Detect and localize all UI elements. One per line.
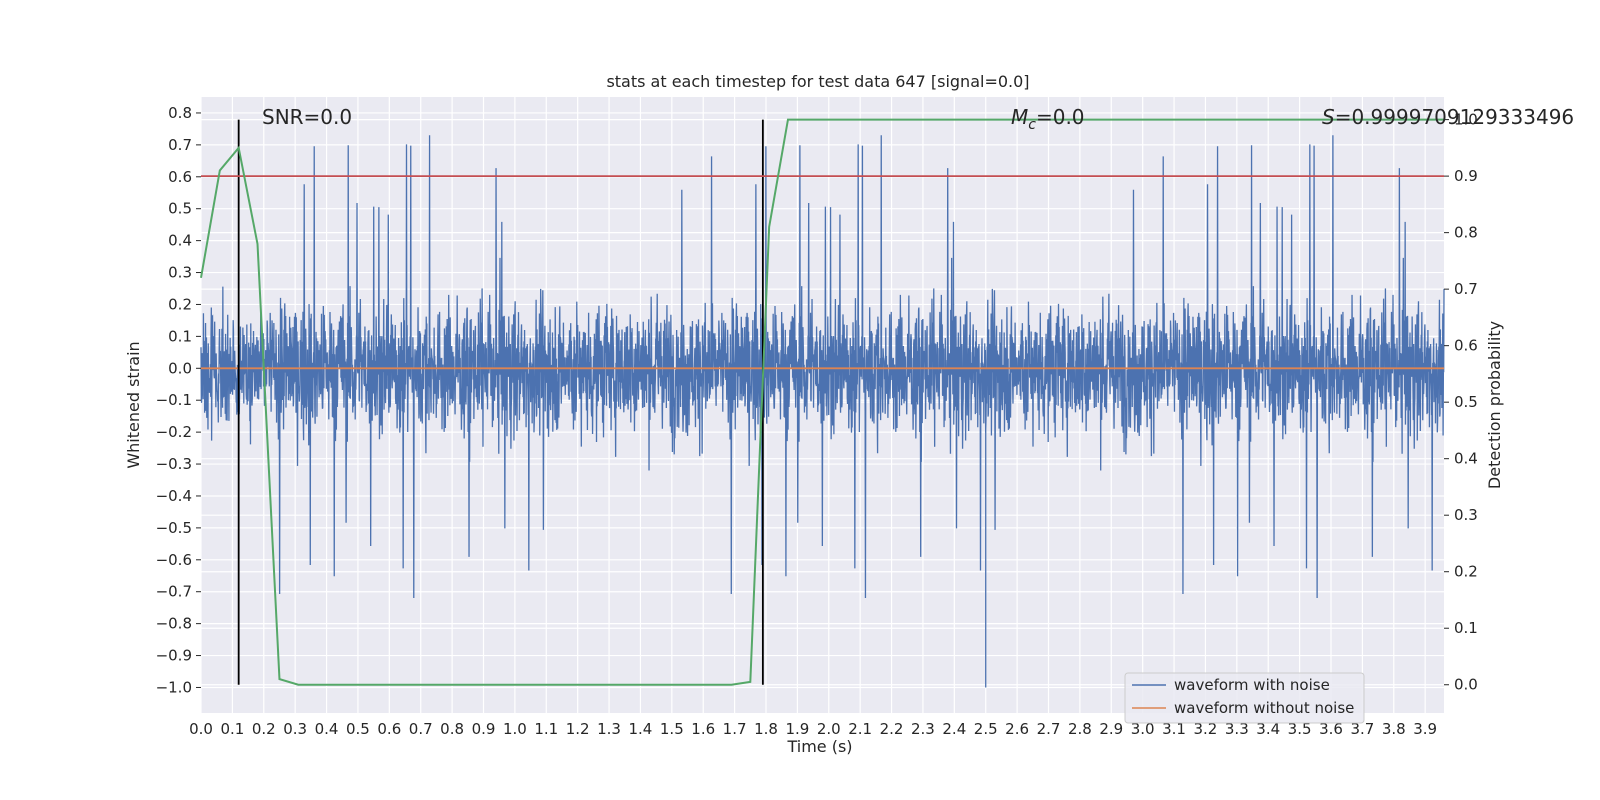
y-axis-label: Whitened strain bbox=[124, 341, 143, 468]
chart-title: stats at each timestep for test data 647… bbox=[606, 72, 1029, 91]
x-tick-label: 3.0 bbox=[1131, 720, 1155, 738]
y-tick-label: −0.3 bbox=[156, 455, 192, 473]
x-tick-label: 3.9 bbox=[1413, 720, 1437, 738]
x-tick-label: 2.8 bbox=[1068, 720, 1092, 738]
x-tick-label: 2.6 bbox=[1005, 720, 1029, 738]
x-tick-label: 3.1 bbox=[1162, 720, 1186, 738]
y2-tick-label: 0.8 bbox=[1454, 224, 1478, 242]
y2-tick-label: 0.0 bbox=[1454, 676, 1478, 694]
x-tick-label: 3.6 bbox=[1319, 720, 1343, 738]
x-tick-label: 3.5 bbox=[1288, 720, 1312, 738]
x-tick-label: 2.7 bbox=[1037, 720, 1061, 738]
mc-annotation: Mc=0.0 bbox=[1011, 105, 1085, 133]
x-axis-label: Time (s) bbox=[786, 737, 852, 756]
detection-probability-line bbox=[200, 118, 1444, 686]
y-tick-label: −0.7 bbox=[156, 583, 192, 601]
x-tick-label: 3.2 bbox=[1194, 720, 1218, 738]
y2-tick-label: 0.6 bbox=[1454, 337, 1478, 355]
mc-symbol: M bbox=[1011, 105, 1028, 129]
x-tick-label: 1.2 bbox=[566, 720, 590, 738]
y-tick-label: −0.8 bbox=[156, 615, 192, 633]
x-tick-label: 1.9 bbox=[785, 720, 809, 738]
legend-label-noise: waveform with noise bbox=[1174, 676, 1330, 694]
x-tick-label: 2.0 bbox=[817, 720, 841, 738]
x-tick-label: 0.8 bbox=[440, 720, 464, 738]
x-tick-label: 0.0 bbox=[189, 720, 213, 738]
y2-axis-ticks: 1.0 0.9 0.8 0.7 0.6 0.5 0.4 0.3 0.2 0.1 0.0 bbox=[1444, 111, 1478, 694]
s-value: =0.9999709129333496 bbox=[1335, 105, 1574, 129]
y-tick-label: 0.5 bbox=[168, 200, 192, 218]
x-tick-label: 2.3 bbox=[911, 720, 935, 738]
y-tick-label: −0.4 bbox=[156, 487, 192, 505]
y2-tick-label: 0.4 bbox=[1454, 450, 1478, 468]
x-tick-label: 2.9 bbox=[1099, 720, 1123, 738]
y-tick-label: −0.1 bbox=[156, 391, 192, 409]
s-annotation: S=0.9999709129333496 bbox=[1322, 105, 1574, 129]
y-axis-ticks: 0.8 0.7 0.6 0.5 0.4 0.3 0.2 0.1 0.0 −0.1 −0.2 −0.3 −… bbox=[156, 104, 201, 696]
s-symbol: S bbox=[1322, 105, 1335, 129]
y2-tick-label: 0.3 bbox=[1454, 506, 1478, 524]
y-tick-label: 0.6 bbox=[168, 168, 192, 186]
waveform-with-noise-series bbox=[200, 135, 1445, 688]
y-tick-label: −0.2 bbox=[156, 423, 192, 441]
y-tick-label: 0.2 bbox=[168, 295, 192, 313]
x-tick-label: 0.4 bbox=[315, 720, 339, 738]
x-tick-label: 0.1 bbox=[220, 720, 244, 738]
x-tick-label: 1.5 bbox=[660, 720, 684, 738]
x-tick-label: 0.5 bbox=[346, 720, 370, 738]
y-tick-label: 0.0 bbox=[168, 359, 192, 377]
snr-annotation: SNR=0.0 bbox=[262, 105, 352, 129]
x-tick-label: 1.7 bbox=[723, 720, 747, 738]
x-tick-label: 2.4 bbox=[942, 720, 966, 738]
legend-box bbox=[1124, 672, 1365, 724]
legend: waveform with noise waveform without noi… bbox=[1124, 672, 1365, 724]
y2-tick-label: 1.0 bbox=[1454, 111, 1478, 129]
y-tick-label: −0.5 bbox=[156, 519, 192, 537]
y-tick-label: 0.4 bbox=[168, 232, 192, 250]
x-tick-label: 3.8 bbox=[1382, 720, 1406, 738]
x-tick-label: 0.7 bbox=[409, 720, 433, 738]
x-tick-label: 1.4 bbox=[629, 720, 653, 738]
y2-tick-label: 0.9 bbox=[1454, 167, 1478, 185]
x-tick-label: 1.6 bbox=[691, 720, 715, 738]
y-tick-label: 0.7 bbox=[168, 136, 192, 154]
x-tick-label: 0.6 bbox=[377, 720, 401, 738]
x-tick-label: 1.3 bbox=[597, 720, 621, 738]
x-tick-label: 2.5 bbox=[974, 720, 998, 738]
x-tick-label: 3.7 bbox=[1350, 720, 1374, 738]
y2-tick-label: 0.5 bbox=[1454, 393, 1478, 411]
y-tick-label: 0.1 bbox=[168, 327, 192, 345]
y-tick-label: −0.9 bbox=[156, 647, 192, 665]
y2-tick-label: 0.1 bbox=[1454, 619, 1478, 637]
x-tick-label: 0.2 bbox=[252, 720, 276, 738]
noise-waveform-line bbox=[200, 135, 1445, 688]
x-tick-label: 2.1 bbox=[848, 720, 872, 738]
x-axis-ticks: 0.0 0.1 0.2 0.3 0.4 0.5 0.6 0.7 0.8 0.9 1.0 1.1 1.2 1… bbox=[189, 720, 1437, 738]
x-tick-label: 1.8 bbox=[754, 720, 778, 738]
y-tick-label: 0.3 bbox=[168, 264, 192, 282]
x-tick-label: 1.1 bbox=[534, 720, 558, 738]
legend-label-clean: waveform without noise bbox=[1174, 699, 1354, 717]
y-tick-label: −1.0 bbox=[156, 678, 192, 696]
y2-axis-label: Detection probability bbox=[1485, 321, 1504, 489]
x-tick-label: 0.3 bbox=[283, 720, 307, 738]
y-tick-label: −0.6 bbox=[156, 551, 192, 569]
mc-value: =0.0 bbox=[1036, 105, 1085, 129]
mc-subscript: c bbox=[1028, 117, 1036, 133]
y2-tick-label: 0.2 bbox=[1454, 563, 1478, 581]
x-tick-label: 0.9 bbox=[472, 720, 496, 738]
y-tick-label: 0.8 bbox=[168, 104, 192, 122]
x-tick-label: 1.0 bbox=[503, 720, 527, 738]
x-tick-label: 3.3 bbox=[1225, 720, 1249, 738]
y2-tick-label: 0.7 bbox=[1454, 280, 1478, 298]
x-tick-label: 2.2 bbox=[880, 720, 904, 738]
x-tick-label: 3.4 bbox=[1256, 720, 1280, 738]
detection-probability-series bbox=[200, 118, 1444, 686]
